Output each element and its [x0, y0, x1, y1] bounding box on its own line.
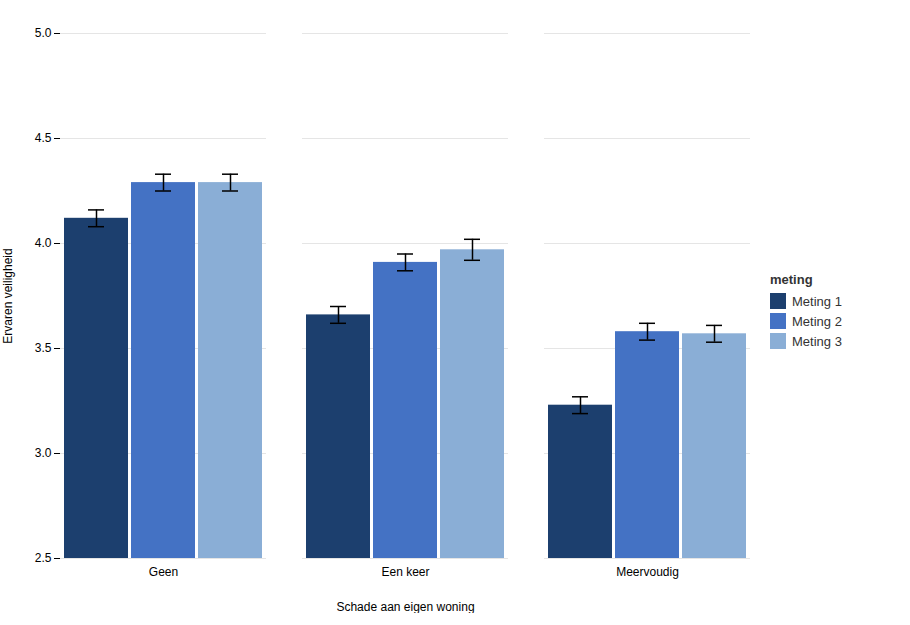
svg-text:Schade aan eigen woning: Schade aan eigen woning	[336, 599, 474, 613]
svg-text:4.5: 4.5	[35, 131, 52, 145]
svg-text:3.5: 3.5	[35, 341, 52, 355]
svg-text:Meervoudig: Meervoudig	[616, 565, 679, 579]
html-text:Meting 3: Meting 3	[792, 333, 842, 349]
svg-text:Ervaren veiligheid: Ervaren veiligheid	[1, 248, 15, 343]
svg-text:3.0: 3.0	[35, 446, 52, 460]
html-text:Meting 2: Meting 2	[792, 313, 842, 329]
svg-text:Een keer: Een keer	[381, 565, 429, 579]
html-text:Meting 1: Meting 1	[792, 293, 842, 309]
svg-text:4.0: 4.0	[35, 236, 52, 250]
svg-text:Geen: Geen	[149, 565, 178, 579]
svg-text:5.0: 5.0	[35, 26, 52, 40]
html-text:meting: meting	[770, 272, 813, 287]
svg-text:2.5: 2.5	[35, 551, 52, 565]
